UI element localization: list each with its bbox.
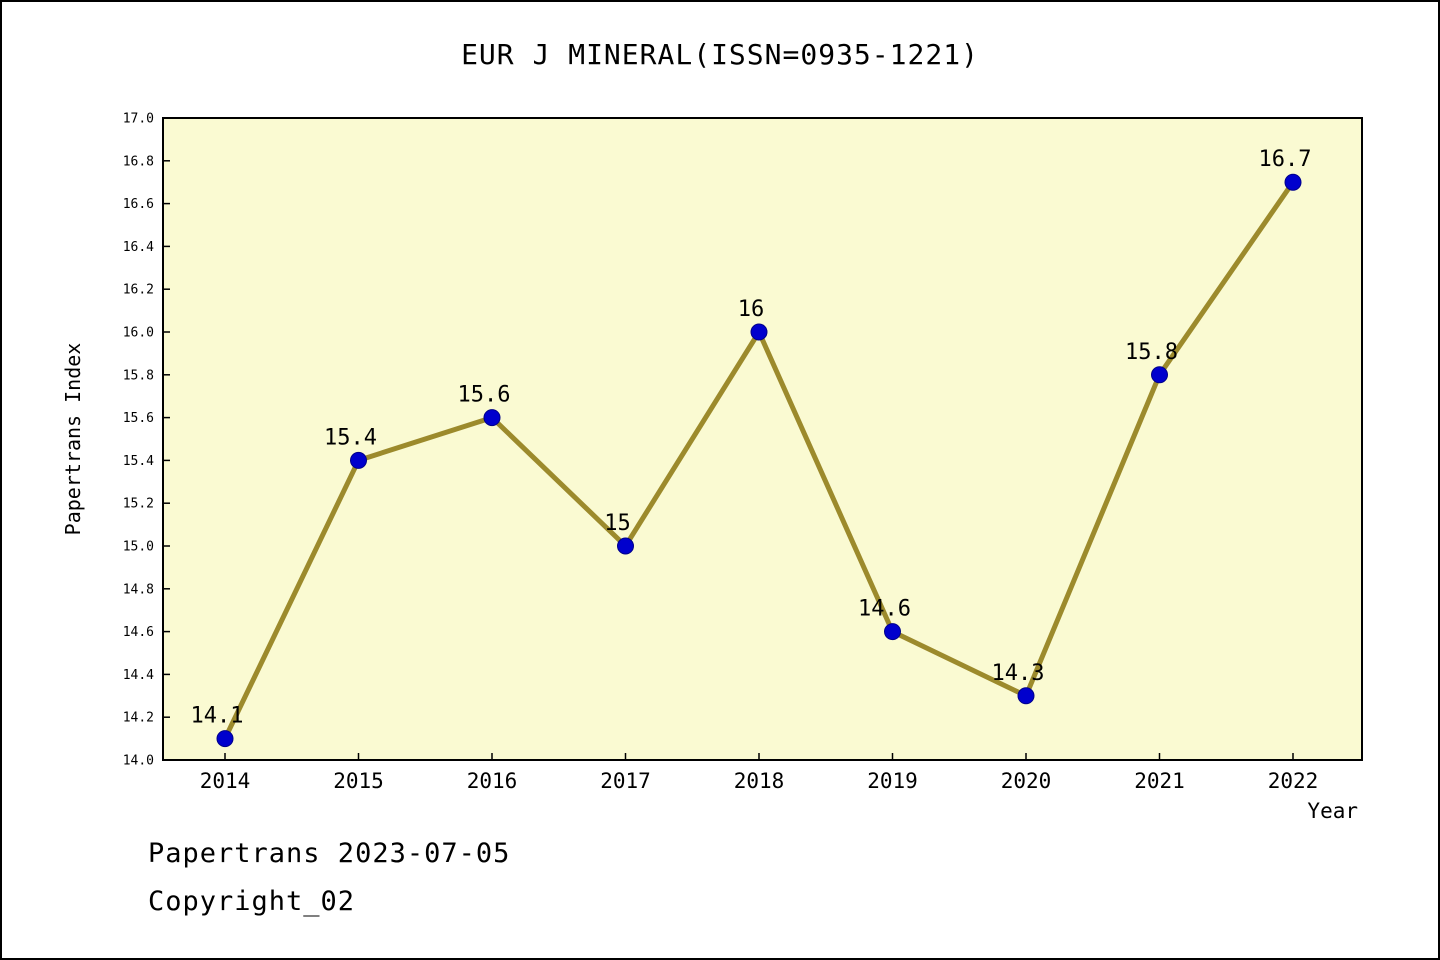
- point-label: 15.8: [1125, 340, 1178, 365]
- footer-source: Papertrans 2023-07-05: [148, 838, 511, 869]
- data-point: [1284, 173, 1302, 191]
- x-axis-label: Year: [1307, 799, 1358, 823]
- x-tick-label: 2020: [1001, 769, 1052, 793]
- point-label: 14.6: [858, 597, 911, 622]
- x-tick-label: 2022: [1268, 769, 1319, 793]
- data-point: [1151, 366, 1168, 384]
- y-tick-label: 15.6: [123, 411, 154, 426]
- point-label: 16.7: [1259, 147, 1312, 172]
- y-tick-label: 15.0: [123, 540, 154, 555]
- x-tick-label: 2015: [333, 769, 384, 793]
- y-tick-label: 16.0: [123, 326, 154, 341]
- y-tick-label: 14.0: [123, 754, 154, 769]
- y-tick-label: 16.2: [123, 283, 154, 298]
- footer-copyright: Copyright_02: [148, 886, 356, 917]
- chart-title: EUR J MINERAL(ISSN=0935-1221): [461, 38, 979, 71]
- data-point: [483, 409, 501, 427]
- x-tick-label: 2021: [1134, 769, 1185, 793]
- x-tick-label: 2017: [600, 769, 651, 793]
- y-tick-label: 16.8: [123, 154, 154, 169]
- point-label: 14.3: [992, 661, 1045, 686]
- y-tick-label: 15.2: [123, 497, 154, 512]
- plot-area: [162, 117, 1363, 761]
- data-point: [350, 451, 367, 469]
- x-tick-label: 2019: [867, 769, 918, 793]
- point-label: 14.1: [191, 704, 244, 729]
- point-label: 16: [738, 297, 765, 322]
- y-tick-label: 16.6: [123, 197, 154, 212]
- y-tick-label: 15.4: [123, 454, 154, 469]
- data-point: [884, 623, 901, 641]
- y-tick-label: 14.4: [123, 668, 154, 683]
- data-point: [617, 537, 634, 555]
- y-axis-label: Papertrans Index: [61, 343, 85, 536]
- data-point: [750, 323, 768, 341]
- y-tick-label: 14.6: [123, 625, 154, 640]
- x-tick-label: 2018: [734, 769, 785, 793]
- point-label: 15: [604, 511, 631, 536]
- point-label: 15.6: [458, 383, 511, 408]
- y-tick-label: 16.4: [123, 240, 154, 255]
- x-tick-label: 2014: [200, 769, 251, 793]
- y-tick-label: 17.0: [123, 112, 154, 127]
- point-label: 15.4: [324, 425, 377, 450]
- y-tick-label: 14.2: [123, 711, 154, 726]
- y-tick-label: 15.8: [123, 368, 154, 383]
- data-point: [216, 730, 234, 748]
- x-tick-label: 2016: [467, 769, 518, 793]
- data-point: [1017, 687, 1035, 705]
- y-tick-label: 14.8: [123, 582, 154, 597]
